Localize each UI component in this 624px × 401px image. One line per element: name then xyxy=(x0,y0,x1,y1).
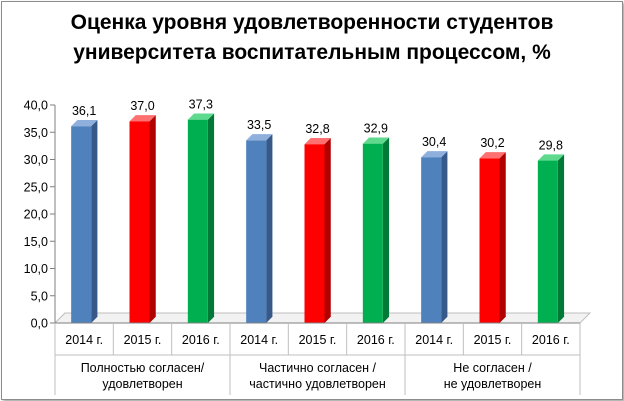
data-label: 30,4 xyxy=(422,135,446,149)
bar-side xyxy=(324,137,331,323)
x-tick-label: 2014 г. xyxy=(240,333,278,347)
bar-side xyxy=(266,134,273,323)
bar xyxy=(479,158,500,323)
bar-side xyxy=(207,113,215,323)
x-tick-label: 2015 г. xyxy=(299,333,337,347)
x-tick-label: 2015 г. xyxy=(474,333,512,347)
y-tick-label: 5,0 xyxy=(31,289,48,303)
bar-top xyxy=(129,115,156,122)
data-label: 37,0 xyxy=(130,99,154,113)
category-label: частично удовлетворен xyxy=(249,377,386,391)
bar xyxy=(362,143,383,323)
bar-top xyxy=(362,137,390,144)
y-tick-label: 20,0 xyxy=(24,208,48,222)
bar xyxy=(71,126,92,323)
y-tick-label: 10,0 xyxy=(24,262,48,276)
y-tick-label: 25,0 xyxy=(24,180,48,194)
category-label: Не согласен / xyxy=(453,361,532,375)
bar-side xyxy=(441,151,448,323)
bar xyxy=(304,144,325,323)
bar-top xyxy=(421,151,448,158)
bar-side xyxy=(557,154,565,323)
category-label: не удовлетворен xyxy=(444,377,542,391)
chart-title-line-1: Оценка уровня удовлетворенности студенто… xyxy=(70,11,554,34)
bar-top xyxy=(246,134,273,141)
y-tick-label: 0,0 xyxy=(31,317,48,331)
category-label: Частично согласен / xyxy=(259,361,377,375)
bar-side xyxy=(499,152,506,323)
bar-top xyxy=(537,154,565,161)
category-label: Полностью согласен/ xyxy=(81,361,205,375)
y-tick-label: 35,0 xyxy=(24,126,48,140)
x-tick-label: 2016 г. xyxy=(182,333,220,347)
data-label: 32,9 xyxy=(364,121,388,135)
bar-top xyxy=(479,152,506,159)
x-tick-label: 2016 г. xyxy=(532,333,570,347)
x-tick-label: 2016 г. xyxy=(357,333,395,347)
data-label: 36,1 xyxy=(72,104,96,118)
bar-top xyxy=(71,120,98,127)
data-label: 30,2 xyxy=(480,136,504,150)
chart-title-line-2: университета воспитательным процессом, % xyxy=(73,41,551,64)
y-tick-label: 15,0 xyxy=(24,235,48,249)
data-label: 33,5 xyxy=(247,118,271,132)
data-label: 32,8 xyxy=(305,122,329,136)
bar xyxy=(537,160,558,323)
y-tick-label: 40,0 xyxy=(24,99,48,113)
data-label: 37,3 xyxy=(189,97,213,111)
x-tick-label: 2015 г. xyxy=(124,333,162,347)
bar xyxy=(187,119,208,323)
data-label: 29,8 xyxy=(539,138,563,152)
bar xyxy=(129,121,150,323)
bar-side xyxy=(382,137,390,323)
chart-title: Оценка уровня удовлетворенности студенто… xyxy=(0,8,624,68)
x-tick-label: 2014 г. xyxy=(415,333,453,347)
bar-top xyxy=(304,137,331,145)
bar-side xyxy=(91,120,98,323)
bar xyxy=(246,140,267,323)
x-tick-label: 2014 г. xyxy=(65,333,103,347)
bar-side xyxy=(149,115,156,323)
y-tick-label: 30,0 xyxy=(24,153,48,167)
category-label: удовлетворен xyxy=(102,377,182,391)
bar-top xyxy=(187,113,215,120)
bar xyxy=(421,157,442,323)
